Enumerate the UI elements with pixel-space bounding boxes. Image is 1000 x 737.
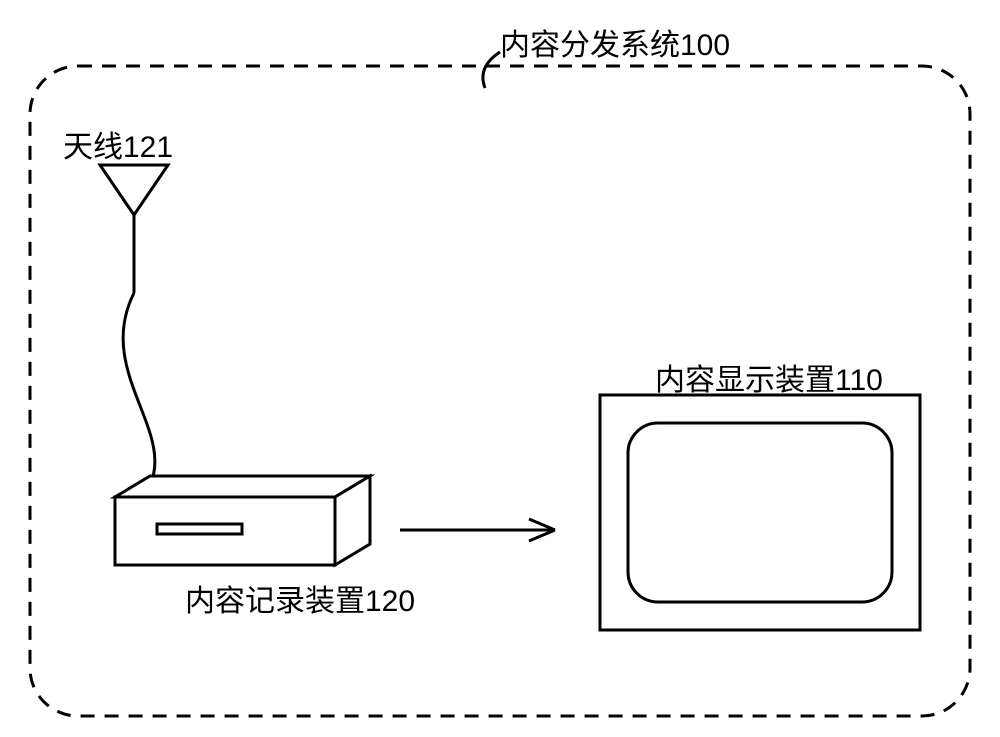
antenna-label: 天线121 (63, 122, 173, 166)
system-title-label: 内容分发系统100 (500, 20, 730, 64)
recorder-label: 内容记录装置120 (185, 576, 415, 620)
display-label: 内容显示装置110 (655, 355, 883, 399)
diagram-canvas: 内容分发系统100 天线121 内容记录装置120 内容显示装置110 (0, 0, 1000, 737)
